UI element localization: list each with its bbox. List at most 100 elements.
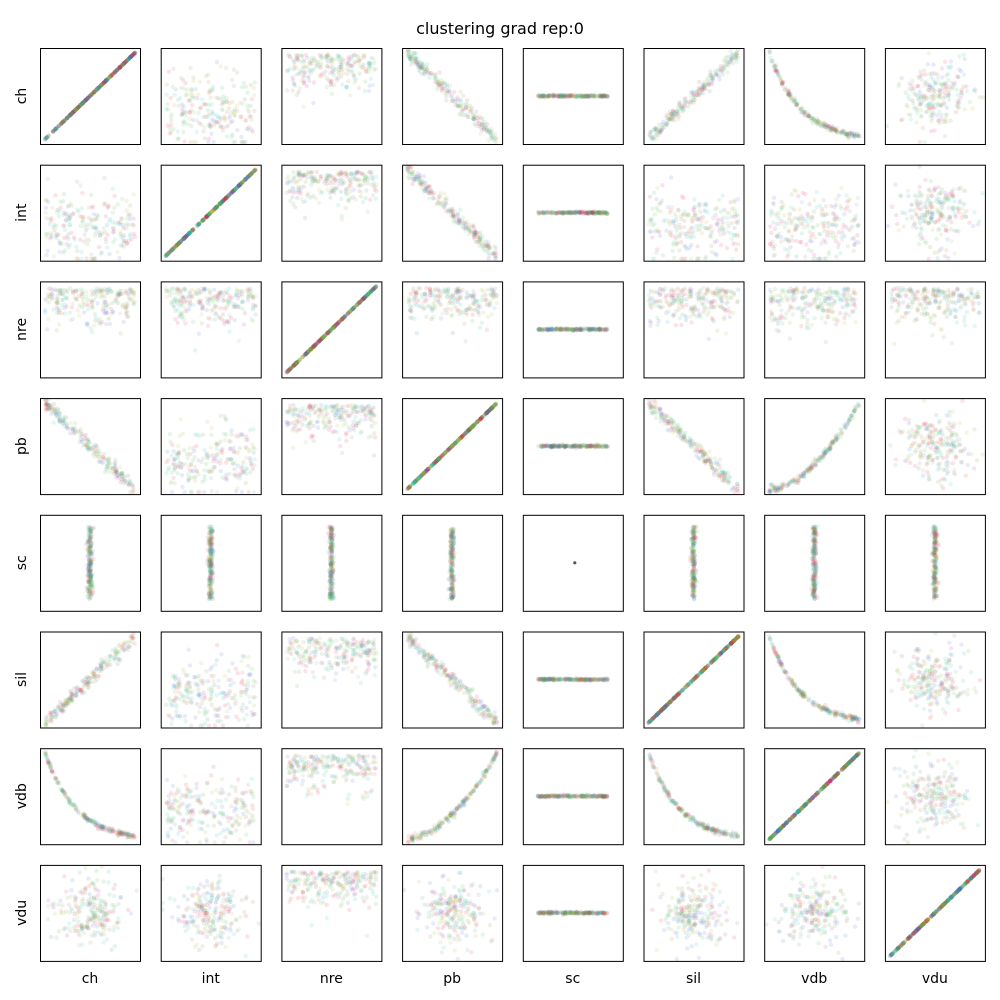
scatter-point (725, 70, 730, 75)
scatter-point (773, 226, 778, 231)
scatter-point (48, 233, 54, 238)
scatter-point (84, 97, 89, 102)
scatter-point (914, 92, 919, 98)
scatter-point (838, 203, 843, 209)
scatter-point (128, 212, 133, 218)
scatter-point (682, 103, 688, 109)
scatter-point (231, 83, 237, 89)
scatter-point (818, 232, 823, 237)
scatter-point (909, 83, 914, 88)
scatter-point (961, 52, 966, 57)
scatter-point (251, 85, 257, 91)
scatter-point (117, 65, 123, 70)
scatter-point (107, 286, 113, 292)
scatter-point (926, 50, 932, 56)
scatter-point (103, 78, 109, 83)
scatter-point (407, 297, 413, 303)
scatter-point (946, 255, 951, 261)
scatter-point (121, 61, 126, 66)
scatter-point (80, 100, 86, 106)
scatter-point (108, 74, 113, 79)
scatter-point (792, 99, 798, 105)
scatter-point (50, 129, 56, 134)
scatter-point (673, 236, 678, 241)
scatter-point (226, 286, 231, 292)
scatter-point (206, 301, 212, 307)
scatter-point (209, 117, 215, 122)
scatter-point (885, 223, 891, 229)
scatter-point (61, 191, 67, 197)
scatter-point (343, 205, 348, 211)
scatter-point (101, 293, 106, 298)
scatter-point (324, 84, 330, 90)
scatter-point (232, 107, 238, 112)
scatter-point (173, 308, 178, 313)
scatter-point (164, 82, 169, 87)
scatter-point (411, 286, 416, 291)
scatter-point (364, 188, 369, 193)
scatter-point (313, 196, 318, 201)
scatter-point (250, 129, 255, 134)
scatter-point (805, 211, 810, 216)
scatter-point (417, 69, 422, 75)
scatter-point (845, 199, 850, 204)
scatter-point (205, 107, 211, 113)
scatter-point (304, 83, 310, 89)
scatter-point (939, 112, 944, 118)
scatter-point (226, 106, 232, 111)
scatter-point (843, 207, 848, 212)
scatter-point (61, 118, 67, 123)
scatter-point (112, 70, 117, 75)
scatter-point (78, 102, 84, 107)
scatter-point (725, 215, 730, 221)
scatter-point (412, 301, 418, 307)
scatter-point (121, 61, 127, 66)
scatter-point (222, 116, 227, 121)
scatter-point (917, 184, 922, 190)
scatter-point (241, 322, 247, 327)
scatter-point (362, 295, 367, 300)
scatter-point (126, 56, 132, 61)
scatter-point (227, 101, 232, 106)
scatter-point (76, 104, 81, 110)
scatter-point (85, 297, 90, 303)
scatter-point (239, 84, 245, 90)
scatter-point (310, 169, 315, 175)
scatter-point (67, 113, 72, 118)
scatter-point (97, 316, 102, 321)
scatter-point (243, 139, 248, 145)
scatter-point (75, 248, 80, 254)
scatter-point (102, 299, 107, 304)
scatter-point (465, 114, 470, 120)
scatter-point (119, 234, 124, 240)
scatter-point (83, 97, 89, 102)
scatter-point (946, 77, 951, 83)
scatter-point (779, 206, 784, 212)
scatter-point (291, 176, 297, 181)
scatter-point (692, 197, 697, 202)
scatter-point (351, 305, 356, 311)
scatter-point (314, 169, 319, 175)
scatter-point (450, 211, 455, 216)
scatter-point (649, 216, 655, 222)
panel-ch-vs-vdu (884, 48, 986, 145)
scatter-point (853, 319, 858, 325)
scatter-point (43, 310, 48, 315)
scatter-point (168, 95, 173, 101)
scatter-point (677, 248, 682, 253)
scatter-point (194, 118, 200, 123)
scatter-point (462, 321, 467, 326)
scatter-point (648, 288, 653, 293)
scatter-point (825, 220, 830, 225)
scatter-point (70, 110, 76, 115)
scatter-point (328, 80, 334, 85)
scatter-point (789, 218, 795, 224)
scatter-point (117, 311, 123, 316)
scatter-point (580, 210, 585, 215)
scatter-point (308, 61, 313, 67)
scatter-point (807, 229, 812, 235)
scatter-point (808, 234, 814, 239)
scatter-point (930, 227, 935, 233)
scatter-point (789, 234, 795, 239)
scatter-point (721, 65, 726, 70)
